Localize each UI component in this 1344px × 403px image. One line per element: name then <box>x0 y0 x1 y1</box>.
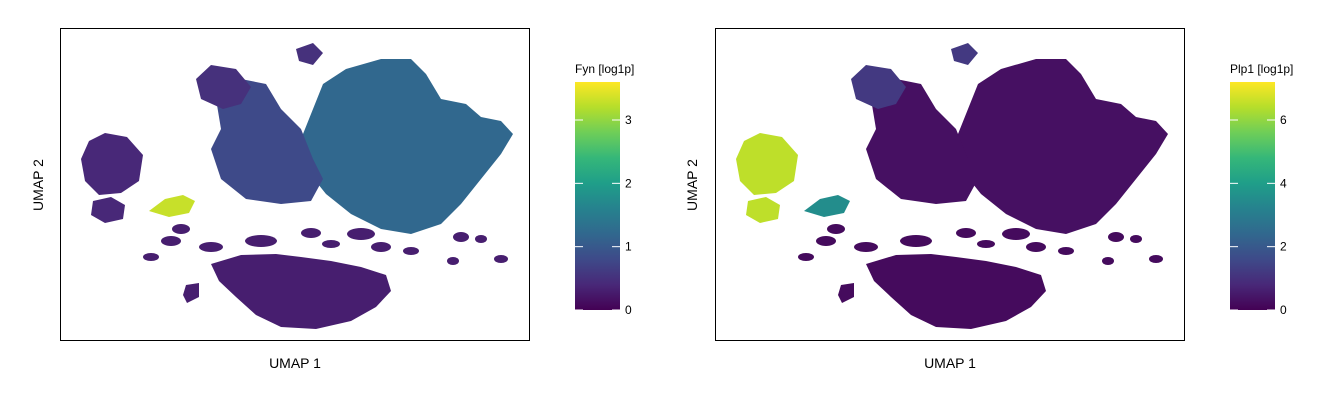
satellite-cluster <box>1058 247 1074 255</box>
satellite-cluster <box>403 247 419 255</box>
satellite-cluster <box>1149 255 1163 263</box>
cluster-bridge-highlight <box>804 195 850 217</box>
colorbar-tick-label: 1 <box>625 240 632 254</box>
y-axis-label: UMAP 2 <box>684 159 700 211</box>
satellite-cluster <box>447 257 459 265</box>
cluster-lower-cluster <box>183 254 391 329</box>
colorbar-tick-label: 4 <box>1280 176 1287 190</box>
umap-panel-fyn: UMAP 1 UMAP 2 Fyn [log1p] 0 1 2 3 <box>30 28 634 371</box>
satellite-cluster <box>1108 232 1124 242</box>
cluster-upper-right-cluster <box>956 59 1168 234</box>
satellite-cluster <box>199 242 223 252</box>
umap-scatter <box>736 43 1168 329</box>
satellite-cluster <box>475 235 487 243</box>
cluster-far-left-cluster <box>736 133 798 223</box>
satellite-cluster <box>371 242 391 252</box>
satellite-cluster <box>1102 257 1114 265</box>
satellite-cluster <box>1130 235 1142 243</box>
satellite-cluster <box>827 224 845 234</box>
color-legend: Fyn [log1p] 0 1 2 3 <box>575 60 685 330</box>
satellite-cluster <box>322 240 340 248</box>
cluster-top-left-cluster <box>196 43 323 109</box>
cluster-upper-right-cluster <box>301 59 513 234</box>
colorbar-gradient <box>575 82 620 310</box>
colorbar-tick-label: 2 <box>1280 240 1287 254</box>
plot-area <box>60 28 530 341</box>
color-legend: Plp1 [log1p] 0 2 4 6 <box>1230 60 1340 330</box>
satellite-cluster <box>1026 242 1046 252</box>
umap-scatter <box>81 43 513 329</box>
colorbar-tick-label: 0 <box>1280 303 1287 317</box>
satellite-cluster <box>301 228 321 238</box>
cluster-far-left-cluster <box>81 133 143 223</box>
satellite-cluster <box>1002 228 1030 240</box>
satellite-cluster <box>956 228 976 238</box>
satellite-cluster <box>245 235 277 247</box>
legend-title: Plp1 [log1p] <box>1230 62 1294 76</box>
cluster-lower-cluster <box>838 254 1046 329</box>
cluster-top-left-cluster <box>851 43 978 109</box>
satellite-cluster <box>854 242 878 252</box>
cluster-central-cluster <box>866 79 978 204</box>
colorbar-tick-label: 3 <box>625 113 632 127</box>
colorbar-gradient <box>1230 82 1275 310</box>
satellite-cluster <box>798 253 814 261</box>
satellite-cluster <box>172 224 190 234</box>
y-axis-label: UMAP 2 <box>30 159 46 211</box>
satellite-cluster <box>494 255 508 263</box>
x-axis-label: UMAP 1 <box>924 355 976 371</box>
satellite-cluster <box>977 240 995 248</box>
satellite-cluster <box>453 232 469 242</box>
x-axis-label: UMAP 1 <box>269 355 321 371</box>
umap-panel-plp1: UMAP 1 UMAP 2 Plp1 [log1p] 0 2 4 6 <box>672 0 1344 403</box>
colorbar: 0 1 2 3 <box>575 82 632 317</box>
cluster-bridge-highlight <box>149 195 195 217</box>
colorbar-tick-label: 6 <box>1280 113 1287 127</box>
satellite-cluster <box>900 235 932 247</box>
satellite-cluster <box>143 253 159 261</box>
legend-title: Fyn [log1p] <box>575 62 635 76</box>
satellite-cluster <box>161 236 181 246</box>
plot-area <box>715 28 1185 341</box>
satellite-cluster <box>816 236 836 246</box>
satellite-cluster <box>347 228 375 240</box>
colorbar-tick-label: 0 <box>625 303 632 317</box>
colorbar: 0 2 4 6 <box>1230 82 1287 317</box>
colorbar-tick-label: 2 <box>625 176 632 190</box>
cluster-central-cluster <box>211 79 323 204</box>
